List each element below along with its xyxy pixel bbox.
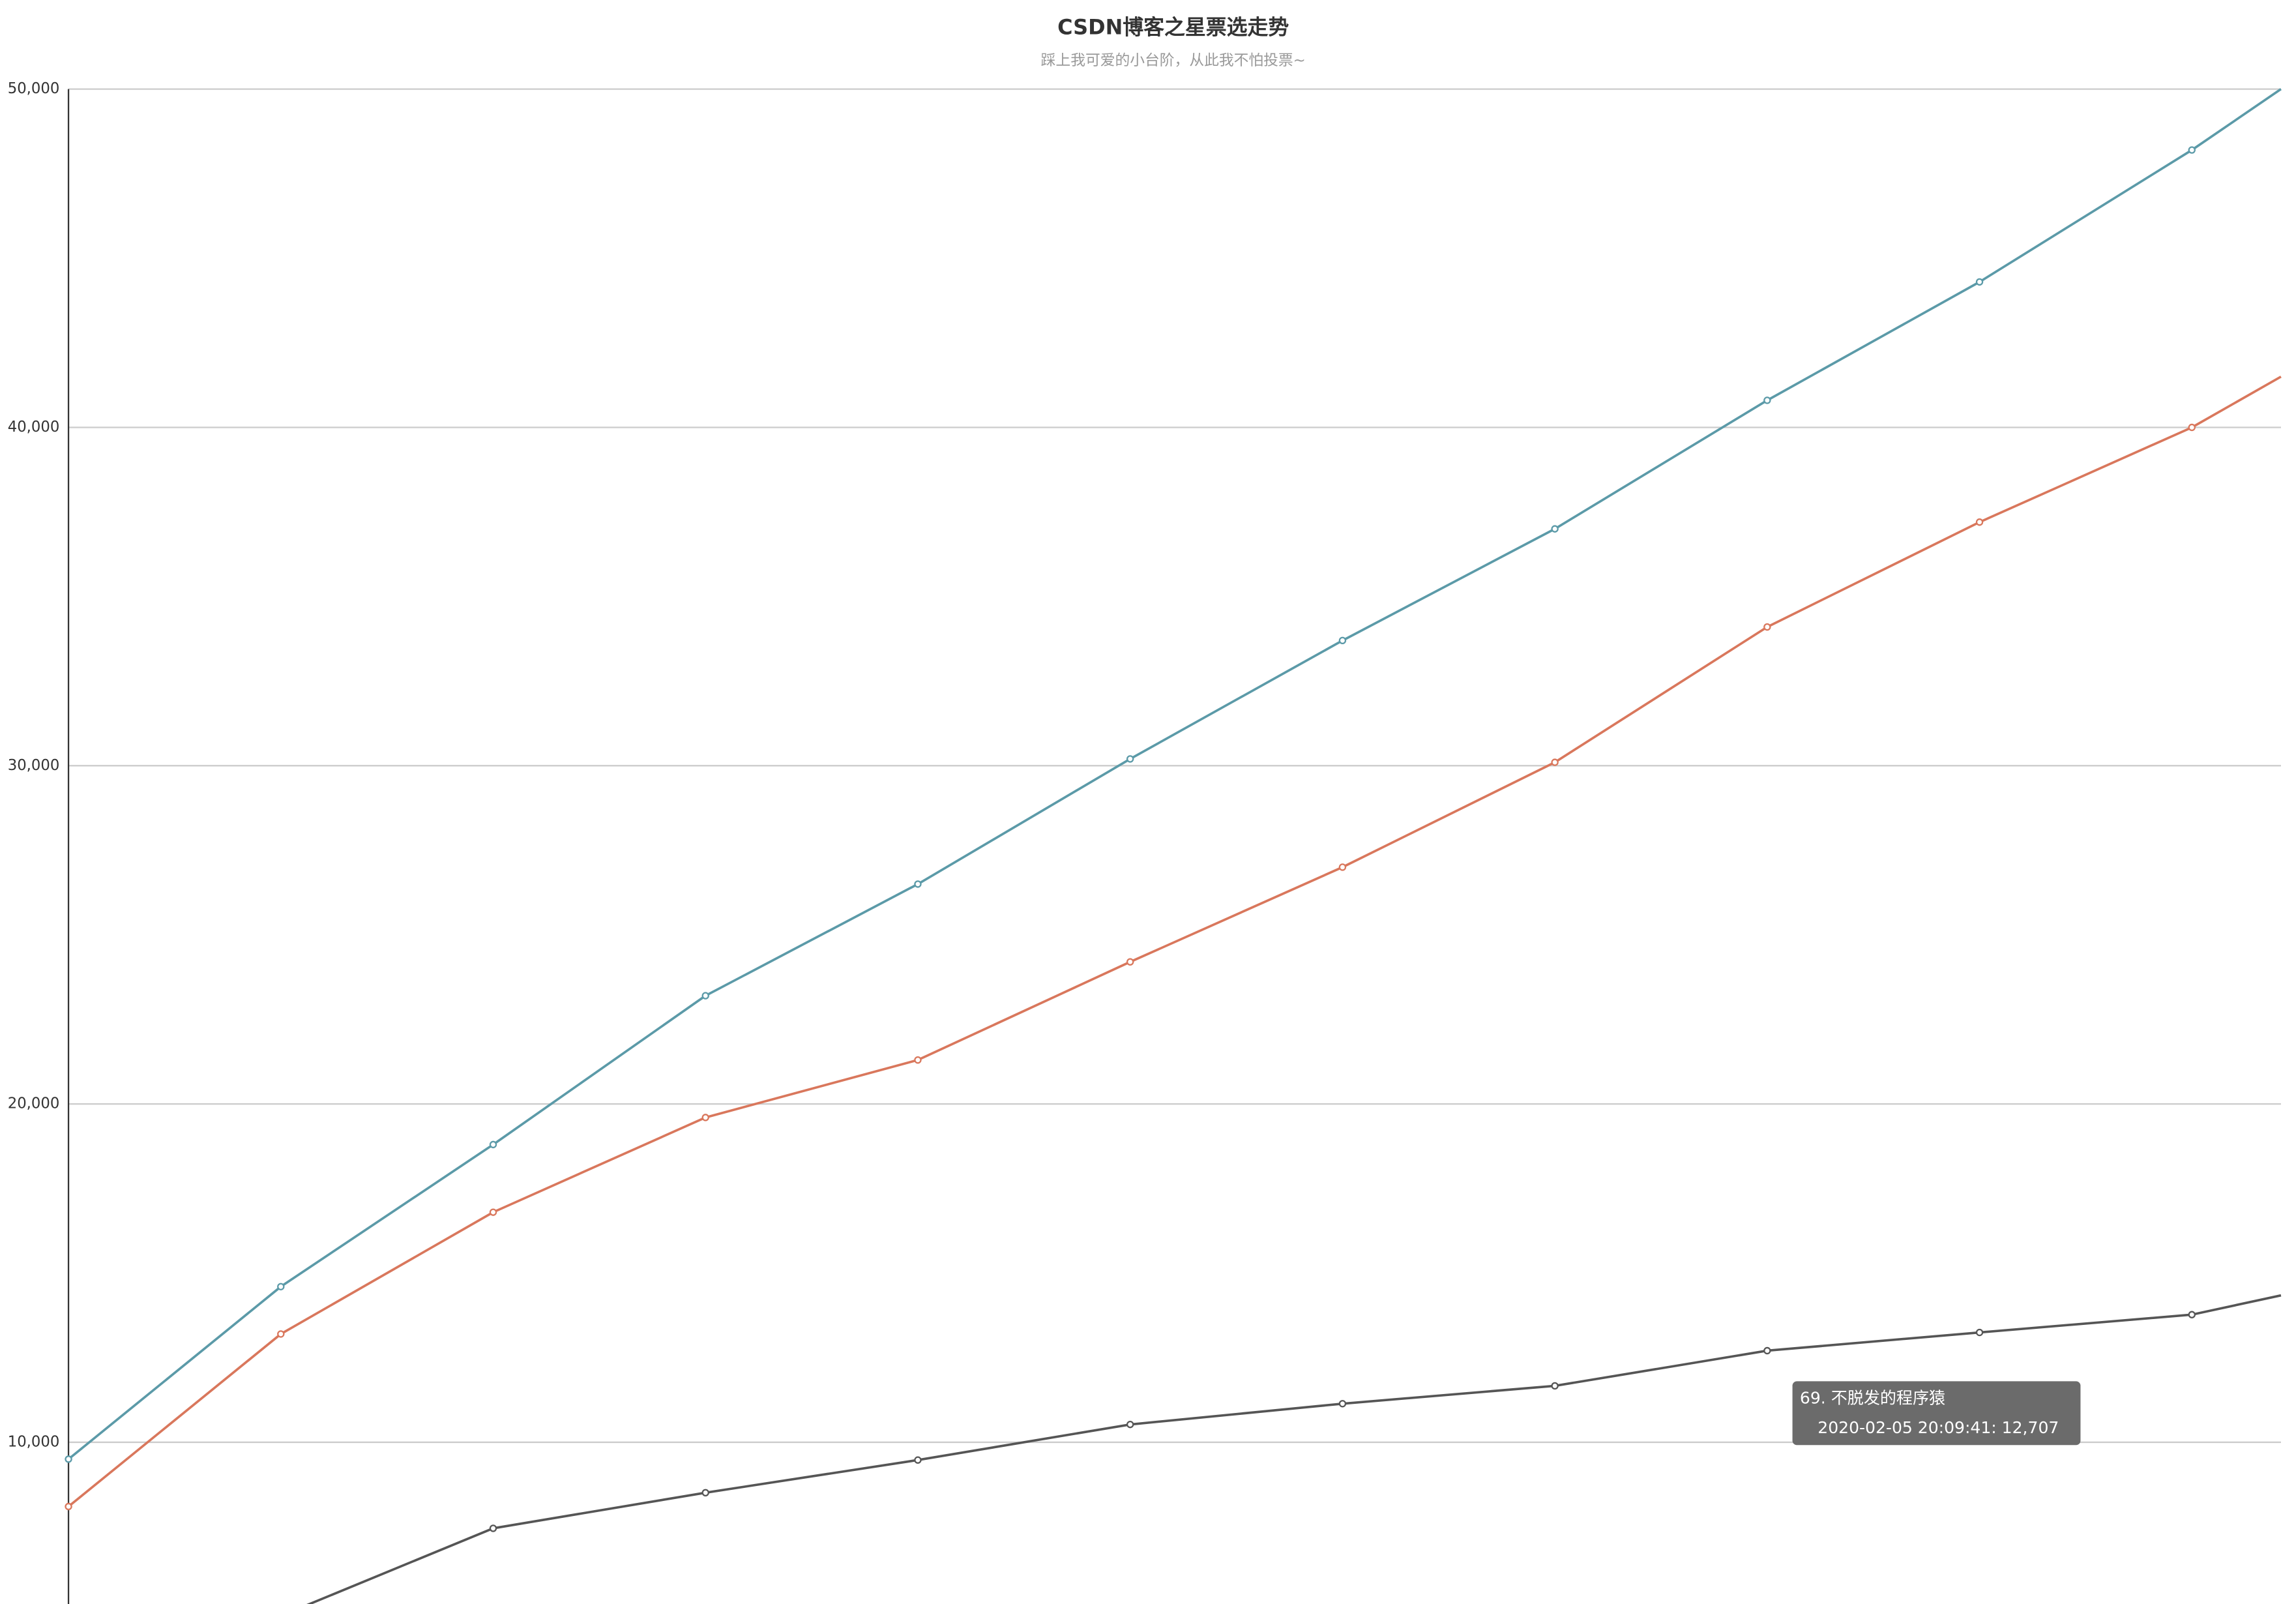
point [1975, 278, 1984, 286]
point [489, 1524, 497, 1532]
series-line [67, 88, 2282, 1461]
point [1763, 1346, 1771, 1355]
y-tick-label: 20,000 [8, 1095, 60, 1112]
series-line [67, 376, 2282, 1507]
point [489, 1140, 497, 1149]
point [1975, 1328, 1984, 1337]
y-tick-label: 50,000 [8, 80, 60, 97]
point [1126, 1420, 1134, 1429]
tooltip-title: 69. 不脱发的程序猿 [1800, 1389, 1945, 1408]
point [65, 1455, 72, 1463]
chart-title: CSDN博客之星票选走势 [1057, 14, 1289, 39]
point [1338, 636, 1347, 645]
point [1975, 518, 1984, 526]
point [914, 880, 922, 888]
grid: 10,000 20,000 30,000 40,000 50,000 [8, 80, 2281, 1450]
tooltip: 69. 不脱发的程序猿 2020-02-05 20:09:41: 12,707 [1792, 1381, 2081, 1446]
point [914, 1056, 922, 1064]
y-tick-label: 10,000 [8, 1433, 60, 1450]
point [1763, 396, 1771, 404]
point [2188, 1311, 2196, 1318]
lines [65, 88, 2282, 1604]
point [1763, 623, 1771, 631]
point [2188, 423, 2196, 432]
chart-subtitle: 踩上我可爱的小台阶，从此我不怕投票~ [1041, 52, 1306, 69]
point [65, 1502, 72, 1511]
point [1338, 863, 1347, 871]
point [2188, 146, 2196, 154]
point [1338, 1400, 1347, 1408]
series-line [306, 1294, 2282, 1604]
point [489, 1208, 497, 1216]
y-tick-label: 30,000 [8, 757, 60, 774]
point [1126, 755, 1134, 763]
point [914, 1456, 922, 1464]
tooltip-box [1792, 1381, 2081, 1446]
point [1551, 1382, 1559, 1390]
point [701, 1114, 709, 1121]
point [1551, 525, 1559, 533]
point [701, 992, 709, 1000]
tooltip-text: 2020-02-05 20:09:41: 12,707 [1818, 1418, 2059, 1437]
point [277, 1283, 285, 1290]
point [701, 1489, 709, 1496]
point [277, 1330, 285, 1338]
y-tick-label: 40,000 [8, 419, 60, 436]
point [1551, 758, 1559, 766]
point [1126, 958, 1134, 966]
